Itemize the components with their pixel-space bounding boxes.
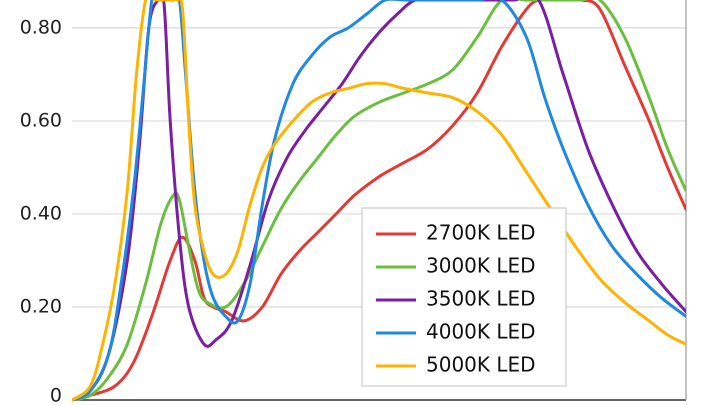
legend-label: 5000K LED <box>426 353 536 377</box>
series-line-3000k-led <box>72 0 686 402</box>
series-line-2700k-led <box>72 0 686 402</box>
legend-label: 3000K LED <box>426 254 536 278</box>
legend-label: 4000K LED <box>426 320 536 344</box>
y-tick-label: 0.40 <box>20 202 62 224</box>
y-tick-label: 0 <box>50 385 62 405</box>
axes <box>72 0 687 401</box>
series-line-5000k-led <box>72 0 686 402</box>
legend-label: 3500K LED <box>426 287 536 311</box>
legend-label: 2700K LED <box>426 221 536 245</box>
series-line-4000k-led <box>72 0 686 402</box>
y-tick-label: 0.80 <box>20 16 62 38</box>
y-tick-label: 0.20 <box>20 295 62 317</box>
legend: 2700K LED 3000K LED 3500K LED 4000K LED 5000… <box>361 207 567 387</box>
legend-box <box>361 207 567 387</box>
y-tick-label: 0.60 <box>20 109 62 131</box>
series-lines <box>72 0 686 402</box>
y-tick-labels: 0 0.20 0.40 0.60 0.80 <box>20 16 62 405</box>
